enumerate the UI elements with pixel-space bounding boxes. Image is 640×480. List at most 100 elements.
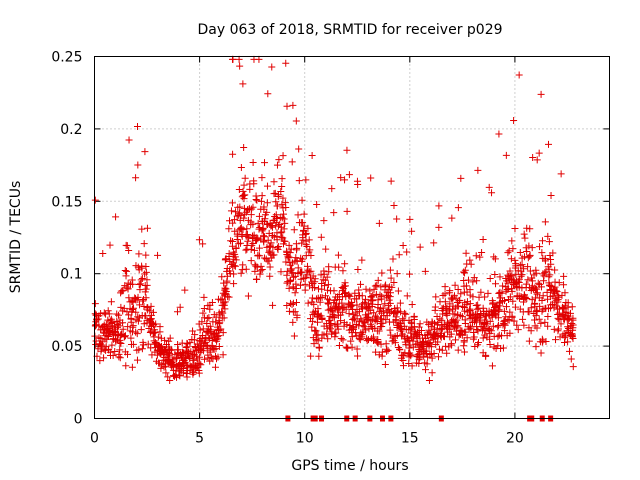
data-point xyxy=(240,181,248,189)
data-point xyxy=(344,344,352,352)
data-point xyxy=(235,186,243,194)
data-point xyxy=(127,314,135,322)
data-point xyxy=(255,244,263,252)
data-point xyxy=(516,248,524,256)
data-point xyxy=(555,325,563,333)
data-point xyxy=(122,362,130,370)
data-point xyxy=(488,189,496,197)
data-point xyxy=(294,269,302,277)
data-point xyxy=(125,311,133,319)
data-point xyxy=(569,326,577,334)
data-point xyxy=(523,248,531,255)
data-point xyxy=(494,333,502,341)
data-point xyxy=(254,219,262,227)
data-point xyxy=(525,324,533,332)
data-point xyxy=(278,182,286,190)
data-point xyxy=(268,223,276,231)
data-point xyxy=(515,71,523,79)
data-point xyxy=(210,330,218,338)
data-point xyxy=(323,286,331,294)
data-point xyxy=(379,304,387,312)
data-point xyxy=(428,334,436,342)
data-point xyxy=(334,251,342,259)
data-point xyxy=(423,347,431,355)
data-point xyxy=(267,239,275,247)
data-point xyxy=(288,300,296,308)
data-point xyxy=(240,144,248,152)
data-point xyxy=(154,333,162,341)
data-point xyxy=(386,266,394,274)
data-point xyxy=(212,336,220,344)
data-point xyxy=(301,286,309,294)
data-point xyxy=(143,224,151,232)
data-point xyxy=(502,151,510,159)
data-point xyxy=(453,316,461,324)
data-point xyxy=(246,185,254,193)
data-point xyxy=(175,371,183,379)
data-point xyxy=(482,352,490,360)
data-point xyxy=(451,281,459,289)
data-point xyxy=(255,252,263,260)
x-tick-label: 5 xyxy=(195,431,204,447)
data-point xyxy=(551,266,559,274)
data-point xyxy=(161,336,169,344)
data-point xyxy=(294,211,302,219)
data-point xyxy=(237,163,245,171)
data-point xyxy=(272,198,280,206)
data-point xyxy=(496,273,504,281)
data-point xyxy=(508,237,516,245)
data-point xyxy=(266,272,274,280)
data-point xyxy=(189,348,197,356)
data-point xyxy=(273,214,281,222)
data-point xyxy=(232,208,240,216)
data-point xyxy=(207,353,215,361)
data-point xyxy=(161,362,169,370)
data-point xyxy=(448,305,456,313)
data-point xyxy=(435,202,443,210)
data-point xyxy=(290,226,298,234)
data-point xyxy=(451,336,459,344)
data-point xyxy=(247,246,255,254)
data-point xyxy=(379,319,387,327)
data-point xyxy=(100,321,108,329)
data-point xyxy=(404,336,412,344)
data-point xyxy=(289,283,297,291)
data-point xyxy=(544,232,552,240)
data-point xyxy=(443,349,451,357)
data-point xyxy=(315,343,323,351)
data-point xyxy=(291,289,299,297)
data-point xyxy=(121,348,129,356)
data-point xyxy=(462,249,470,257)
data-point xyxy=(229,150,237,158)
data-point xyxy=(353,295,361,303)
data-point xyxy=(394,287,402,295)
data-point xyxy=(164,373,172,381)
data-point xyxy=(371,282,379,290)
data-point xyxy=(249,220,257,228)
data-point xyxy=(166,376,174,384)
data-point xyxy=(222,255,230,263)
data-point xyxy=(509,245,517,253)
data-point xyxy=(288,259,296,267)
data-point xyxy=(364,336,372,344)
data-point xyxy=(225,293,233,301)
data-point xyxy=(158,348,166,356)
data-point xyxy=(200,339,208,347)
data-point xyxy=(281,237,289,245)
data-point xyxy=(278,175,286,183)
data-point xyxy=(341,176,349,184)
data-point xyxy=(196,360,204,368)
data-point xyxy=(117,287,125,295)
plot-frame xyxy=(94,56,610,419)
data-point xyxy=(213,355,221,363)
data-point xyxy=(290,332,298,340)
data-point xyxy=(239,226,247,234)
data-point xyxy=(512,270,520,278)
data-point xyxy=(115,350,123,358)
data-point xyxy=(253,196,261,204)
data-point xyxy=(354,180,362,188)
data-point xyxy=(382,316,390,324)
data-point xyxy=(119,287,127,295)
data-point xyxy=(289,318,297,326)
data-point xyxy=(220,314,228,322)
